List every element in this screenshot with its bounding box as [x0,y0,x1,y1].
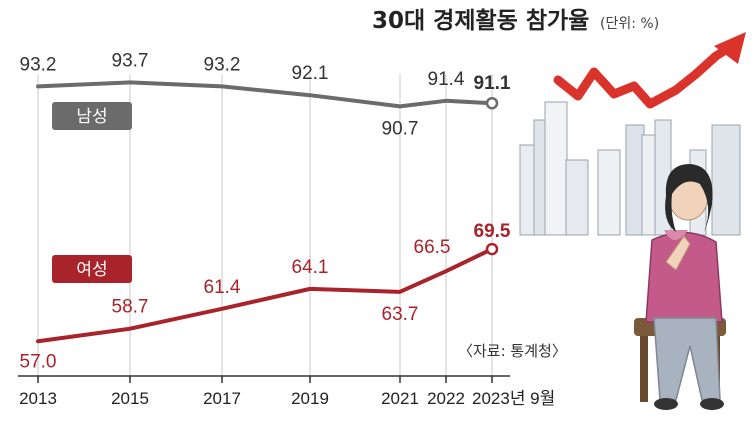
x-tick-label: 2019 [291,389,329,408]
chart-title: 30대 경제활동 참가율 [372,8,589,34]
series-line [36,80,494,109]
series-line [36,247,494,344]
legend-badge-male: 남성 [52,102,132,130]
x-axis-ticks: 2013 2015 2017 2019 2021 2022 2023년 9월 [19,376,555,408]
data-label: 69.5 [474,221,511,242]
data-label: 64.1 [292,257,329,278]
x-tick-label: 2021 [381,389,419,408]
series-male: 93.2 93.7 93.2 92.1 90.7 91.4 91.1 [20,50,511,139]
legend-badge-female-bg [52,255,132,283]
data-label: 93.7 [112,50,149,71]
end-point-marker [485,242,499,256]
city-skyline-illustration [519,101,741,236]
rising-arrow-icon [553,32,746,109]
source-note: 〈자료: 통계청〉 [458,342,567,360]
data-label: 90.7 [382,118,419,139]
x-tick-label: 2013 [19,389,57,408]
data-label: 57.0 [20,351,57,372]
x-tick-label: 2023년 9월 [472,389,555,408]
data-label: 93.2 [20,54,57,75]
data-label: 63.7 [382,304,419,325]
data-label: 61.4 [204,277,241,298]
series-layer: 93.2 93.7 93.2 92.1 90.7 91.4 91.1 57.0 58.7 61.4… [20,50,511,372]
end-point-marker [485,96,499,110]
data-label: 93.2 [204,54,241,75]
series-female: 57.0 58.7 61.4 64.1 63.7 66.5 69.5 [20,221,511,372]
x-tick-label: 2022 [427,389,465,408]
legend-badge-male-bg [52,102,132,130]
legend-label-male: 남성 [76,107,107,127]
x-tick-label: 2015 [111,389,149,408]
unit-label: (단위: %) [600,16,659,32]
data-label: 91.4 [428,69,465,90]
legend-label-female: 여성 [76,260,107,280]
data-label: 91.1 [474,73,511,94]
legend-badge-female: 여성 [52,255,132,283]
data-label: 58.7 [112,297,149,318]
seated-woman-illustration [634,164,726,410]
data-label: 66.5 [414,237,451,258]
data-label: 92.1 [292,63,329,84]
x-tick-label: 2017 [203,389,241,408]
vertical-gridlines [37,74,493,376]
